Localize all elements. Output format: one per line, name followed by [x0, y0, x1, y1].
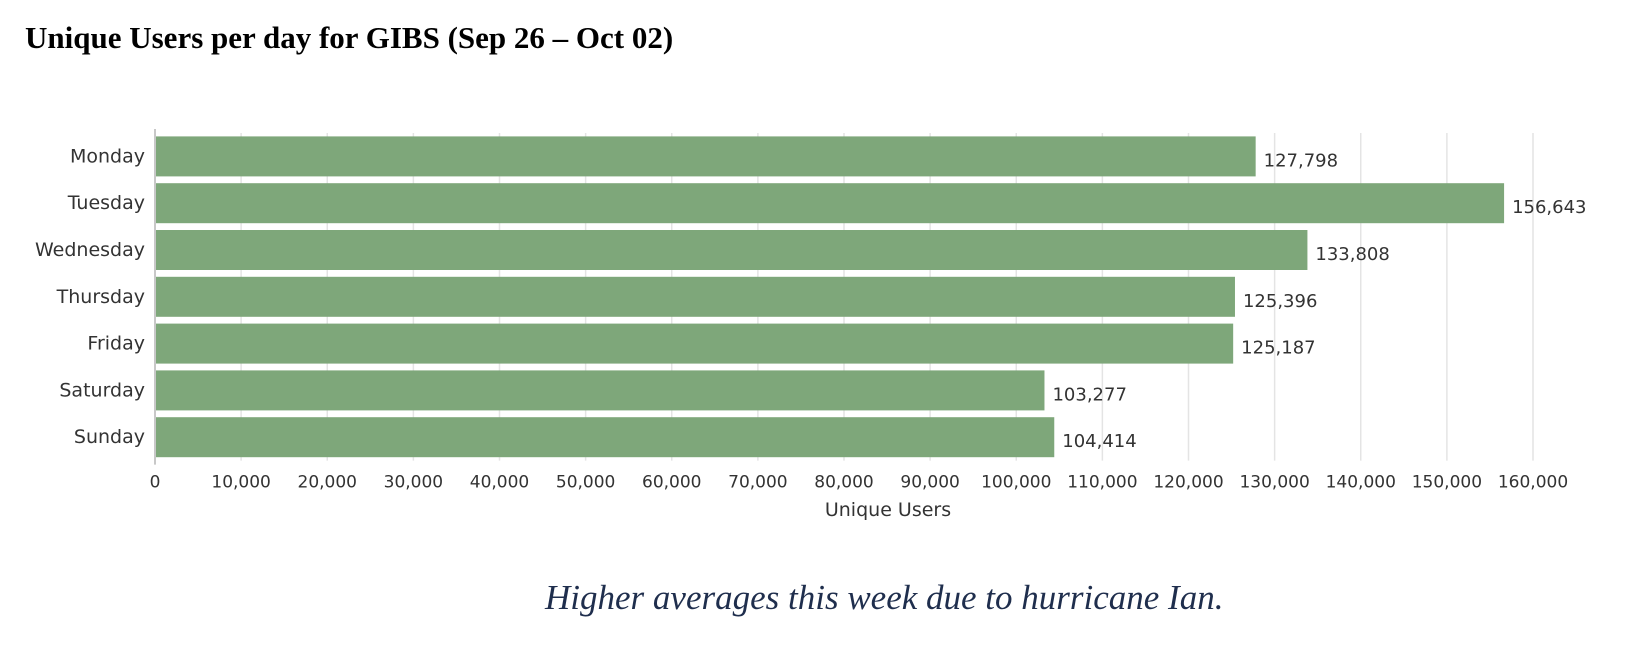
x-tick-label: 150,000 [1412, 473, 1482, 493]
x-tick-label: 30,000 [384, 473, 443, 493]
y-tick-label: Thursday [56, 286, 145, 308]
data-label: 104,414 [1062, 431, 1136, 452]
x-tick-label: 80,000 [814, 473, 873, 493]
data-label: 127,798 [1264, 150, 1338, 171]
x-tick-label: 70,000 [728, 473, 787, 493]
data-labels: 127,798 156,643 133,808 125,396 125,187 103,2… [1052, 150, 1586, 452]
x-tick-label: 40,000 [470, 473, 529, 493]
y-axis: Monday Tuesday Wednesday Thursday Friday Satu… [35, 129, 156, 465]
x-tick-label: 110,000 [1067, 473, 1137, 493]
data-label: 125,396 [1243, 291, 1317, 312]
x-tick-label: 20,000 [298, 473, 357, 493]
x-tick-label: 100,000 [981, 473, 1051, 493]
bar-monday [155, 136, 1256, 177]
x-tick-label: 10,000 [211, 473, 270, 493]
x-tick-label: 60,000 [642, 473, 701, 493]
x-tick-label: 50,000 [556, 473, 615, 493]
x-axis-title: Unique Users [825, 499, 951, 521]
bar-tuesday [155, 183, 1505, 224]
footnote-note: Higher averages this week due to hurrica… [545, 578, 1224, 617]
y-tick-label: Friday [87, 333, 145, 355]
y-tick-label: Sunday [74, 426, 145, 448]
page-title: Unique Users per day for GIBS (Sep 26 – … [25, 20, 674, 55]
y-tick-label: Saturday [59, 379, 145, 401]
y-tick-label: Monday [70, 145, 145, 167]
bar-saturday [155, 370, 1045, 411]
bar-sunday [155, 417, 1055, 458]
data-label: 125,187 [1241, 338, 1315, 359]
bar-thursday [155, 276, 1235, 317]
x-tick-label: 120,000 [1153, 473, 1223, 493]
x-tick-label: 160,000 [1498, 473, 1568, 493]
bars [155, 136, 1505, 458]
x-tick-label: 130,000 [1239, 473, 1309, 493]
y-tick-label: Wednesday [35, 239, 145, 261]
data-label: 133,808 [1315, 244, 1389, 265]
bar-friday [155, 323, 1234, 364]
bar-wednesday [155, 230, 1308, 270]
y-tick-label: Tuesday [67, 192, 145, 214]
data-label: 156,643 [1512, 197, 1586, 218]
data-label: 103,277 [1052, 384, 1126, 405]
x-tick-label: 0 [150, 473, 161, 493]
x-tick-label: 140,000 [1326, 473, 1396, 493]
x-tick-label: 90,000 [900, 473, 959, 493]
x-axis: 0 10,000 20,000 30,000 40,000 50,000 60,000 70,… [150, 473, 1569, 493]
